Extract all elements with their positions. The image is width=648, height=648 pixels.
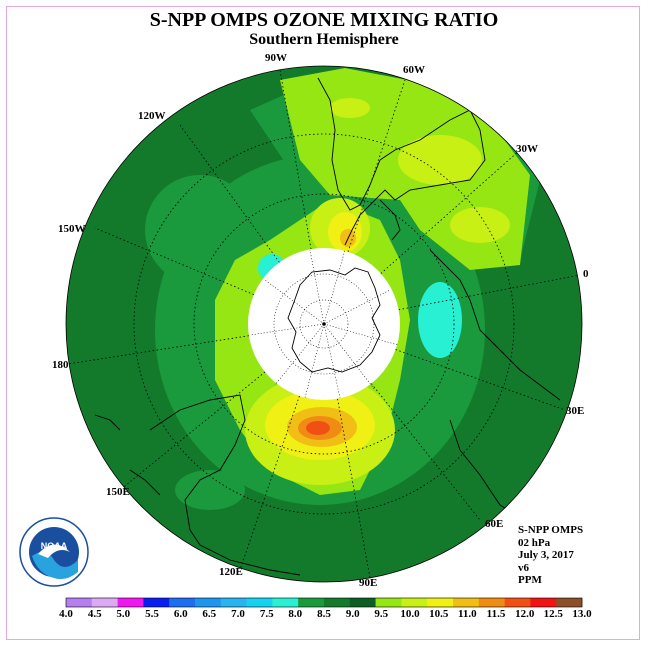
colorbar-tick-label: 4.5 xyxy=(87,608,102,620)
lon-label-120e: 120E xyxy=(219,566,243,578)
south-pole-marker xyxy=(322,322,326,326)
lon-label-90w: 90W xyxy=(265,52,287,64)
noaa-logo-icon: NOAA xyxy=(19,517,89,587)
lon-label-0: 0 xyxy=(583,268,589,280)
antarctic-peninsula-coast xyxy=(379,199,401,241)
product-name: S-NPP OMPS xyxy=(518,524,584,536)
product-info: S-NPP OMPS 02 hPa July 3, 2017 v6 PPM xyxy=(518,524,583,587)
ozone-band-10-ne xyxy=(398,135,482,185)
colorbar-tick-label: 10.0 xyxy=(400,608,420,620)
lon-label-150w: 150W xyxy=(58,223,86,235)
colorbar-tick-label: 8.0 xyxy=(288,608,303,620)
colorbar-tick-label: 10.5 xyxy=(429,608,449,620)
colorbar-tick-label: 11.5 xyxy=(486,608,506,620)
ozone-band-8-5-southwest xyxy=(175,470,245,510)
colorbar-tick-label: 5.5 xyxy=(145,608,159,620)
map-title: S-NPP OMPS OZONE MIXING RATIO xyxy=(149,9,499,31)
colorbar-tick-label: 5.0 xyxy=(116,608,131,620)
polar-grid xyxy=(249,249,399,399)
colorbar-tick-label: 9.0 xyxy=(345,608,360,620)
lon-label-30w: 30W xyxy=(516,143,538,155)
ozone-band-12-south xyxy=(306,421,330,435)
map-subtitle: Southern Hemisphere xyxy=(249,31,399,48)
lon-label-90e: 90E xyxy=(359,577,378,589)
ozone-low-east xyxy=(418,282,462,358)
australia-coast xyxy=(149,394,301,576)
colorbar-tick-label: 6.0 xyxy=(173,608,188,620)
ozone-band-10-e xyxy=(450,207,510,243)
colorbar-tick-label: 11.0 xyxy=(457,608,477,620)
colorbar-tick-label: 8.5 xyxy=(317,608,331,620)
new-zealand-coast xyxy=(94,414,121,431)
colorbar-tick-label: 12.5 xyxy=(543,608,563,620)
lon-label-150e: 150E xyxy=(106,486,130,498)
noaa-logo-text: NOAA xyxy=(41,541,68,551)
lon-label-120w: 120W xyxy=(138,110,166,122)
ozone-band-8-5-west xyxy=(145,175,255,285)
islands-coast xyxy=(129,469,161,496)
colorbar-tick-label: 9.5 xyxy=(374,608,389,620)
colorbar-tick-label: 4.0 xyxy=(59,608,73,620)
lon-label-180: 180 xyxy=(52,359,69,371)
observation-date: July 3, 2017 xyxy=(518,549,574,561)
pressure-level: 02 hPa xyxy=(518,536,551,549)
lon-label-60e: 60E xyxy=(485,518,504,530)
colorbar-tick-label: 7.5 xyxy=(259,608,274,620)
product-version: v6 xyxy=(518,561,529,574)
map-boundary xyxy=(65,65,583,583)
ozone-band-8-5-w xyxy=(170,305,210,335)
lon-label-60w: 60W xyxy=(403,64,425,76)
units-label: PPM xyxy=(518,574,542,586)
colorbar-tick-label: 13.0 xyxy=(572,608,592,620)
south-america-coast xyxy=(317,77,486,246)
antarctica-coast xyxy=(287,267,381,373)
colorbar-tick-label: 7.0 xyxy=(231,608,245,620)
lon-label-30e: 30E xyxy=(566,405,585,417)
colorbar-tick-label: 6.5 xyxy=(202,608,217,620)
africa-coast xyxy=(429,249,561,401)
ozone-band-10-n xyxy=(330,98,370,118)
colorbar-tick-label: 12.0 xyxy=(515,608,535,620)
image-frame xyxy=(6,6,640,640)
